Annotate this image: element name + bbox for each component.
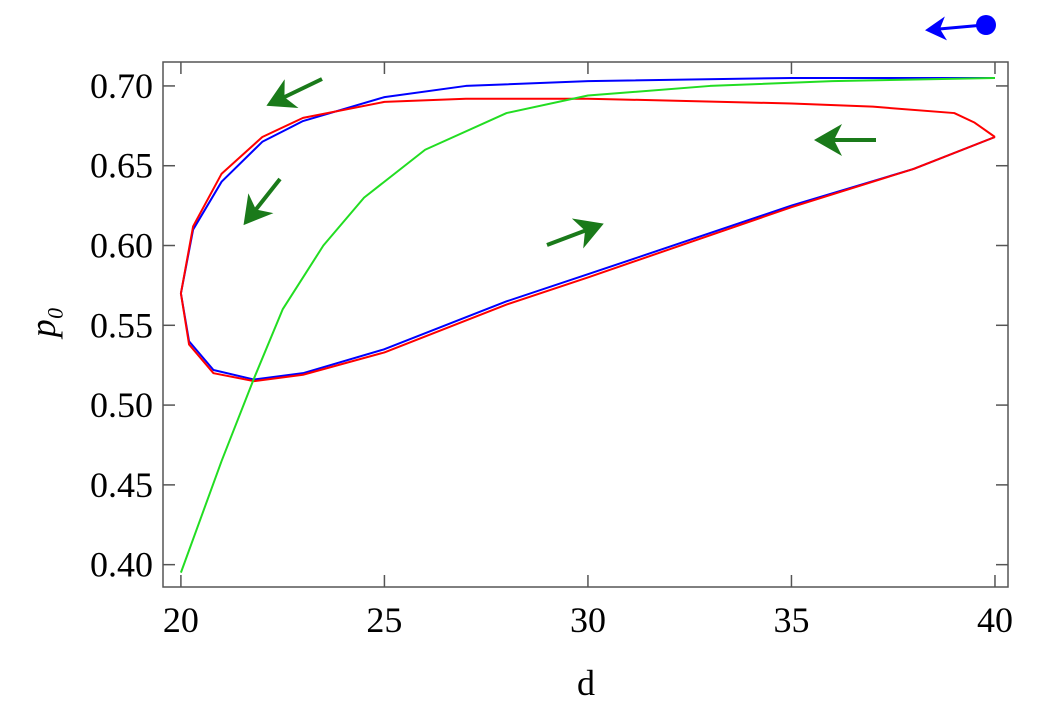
flow-arrows <box>243 77 876 249</box>
y-tick-label: 0.40 <box>90 545 153 585</box>
y-tick-label: 0.55 <box>90 305 153 345</box>
y-tick-label: 0.70 <box>90 66 153 106</box>
start-point <box>976 15 996 35</box>
x-tick-label: 30 <box>570 600 606 640</box>
y-tick-label: 0.65 <box>90 146 153 186</box>
x-tick-label: 25 <box>366 600 402 640</box>
plot-frame <box>162 61 1009 588</box>
curve <box>179 97 996 383</box>
start-arrow <box>925 16 985 41</box>
x-tick-label: 20 <box>163 600 199 640</box>
x-tick-label: 40 <box>977 600 1013 640</box>
y-tick-label: 0.50 <box>90 385 153 425</box>
x-tick-label: 35 <box>773 600 809 640</box>
y-tick-label: 0.60 <box>90 226 153 266</box>
y-axis-label: p₀ <box>23 307 63 341</box>
curve <box>179 76 995 573</box>
x-axis-label: d <box>577 663 595 703</box>
y-tick-label: 0.45 <box>90 465 153 505</box>
